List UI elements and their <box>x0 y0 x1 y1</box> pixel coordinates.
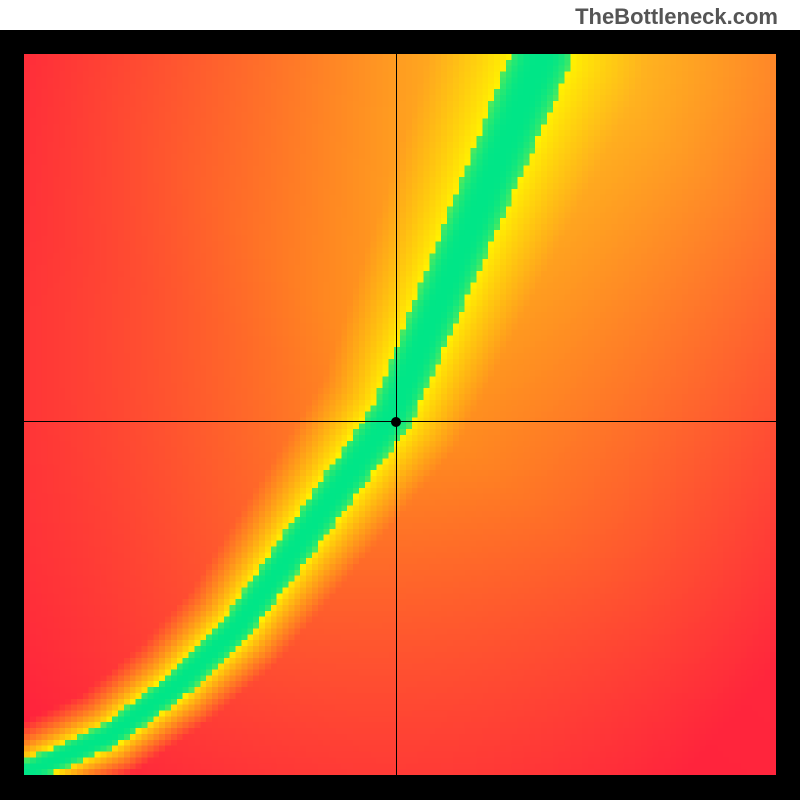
frame-border-left <box>0 30 24 800</box>
frame-border-bottom <box>0 775 800 800</box>
frame-border-top <box>0 30 800 54</box>
crosshair-dot <box>391 417 401 427</box>
heatmap-canvas <box>24 54 776 775</box>
frame-border-right <box>776 30 800 800</box>
crosshair-vertical <box>396 54 397 775</box>
watermark-text: TheBottleneck.com <box>575 4 778 30</box>
